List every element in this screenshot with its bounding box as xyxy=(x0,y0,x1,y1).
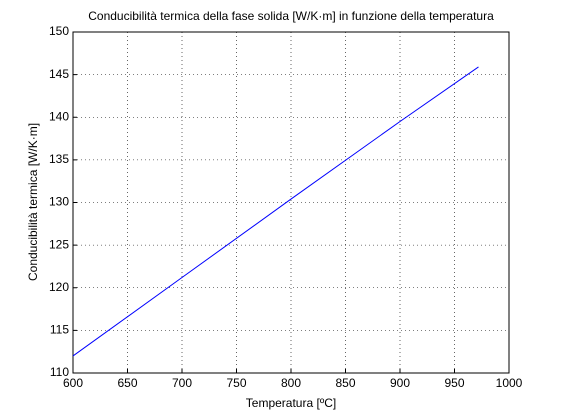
y-tick-label: 130 xyxy=(49,195,69,209)
chart-title: Conducibilità termica della fase solida … xyxy=(88,9,494,23)
x-tick-label: 900 xyxy=(390,376,410,390)
x-tick-label: 850 xyxy=(335,376,355,390)
y-tick-label: 140 xyxy=(49,109,69,123)
y-tick-label: 120 xyxy=(49,280,69,294)
y-tick-label: 145 xyxy=(49,67,69,81)
y-axis-label: Conducibilità termica [W/K·m] xyxy=(26,123,40,281)
x-tick-label: 750 xyxy=(226,376,246,390)
y-tick-label: 135 xyxy=(49,152,69,166)
x-axis-label: Temperatura [ºC] xyxy=(246,396,336,410)
x-tick-label: 950 xyxy=(444,376,464,390)
plot-area xyxy=(73,32,509,373)
axes-box xyxy=(72,31,510,374)
y-tick-label: 125 xyxy=(49,237,69,251)
x-tick-label: 600 xyxy=(63,376,83,390)
x-tick-label: 650 xyxy=(117,376,137,390)
y-tick-label: 110 xyxy=(50,365,69,379)
x-tick-label: 1000 xyxy=(496,376,523,390)
y-tick-label: 115 xyxy=(50,323,69,337)
x-tick-label: 700 xyxy=(172,376,192,390)
x-tick-label: 800 xyxy=(281,376,301,390)
y-tick-label: 150 xyxy=(49,24,69,38)
data-line xyxy=(72,66,479,357)
